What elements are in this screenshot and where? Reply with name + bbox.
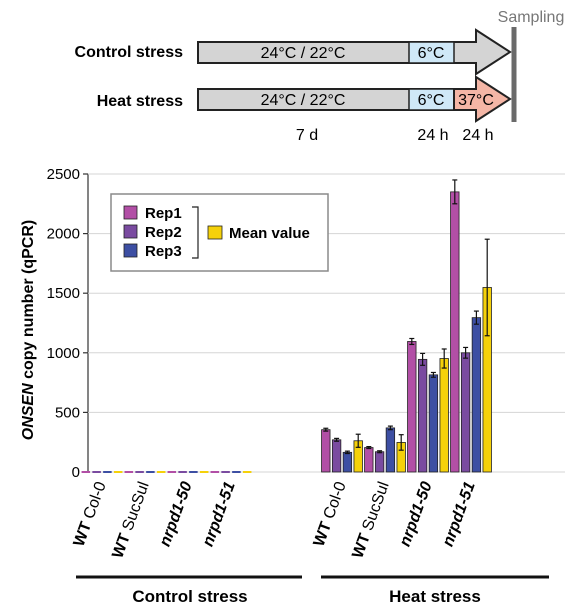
legend-label-1: Rep2 <box>145 224 182 241</box>
group-label-heat: Heat stress <box>389 587 481 606</box>
control-phase2-box <box>408 41 455 64</box>
y-tick-label-3: 1500 <box>47 285 80 302</box>
x-tick-label-2: nrpd1-50 <box>157 479 196 548</box>
legend-swatch-3 <box>207 225 223 240</box>
legend-bracket <box>192 206 199 259</box>
y-tick-label-4: 2000 <box>47 226 80 243</box>
x-tick-label-1: WT SucSul <box>109 480 152 561</box>
bar-rep3-4 <box>342 451 353 473</box>
bar-rep2-4 <box>331 439 342 473</box>
bar-rep3-6 <box>428 374 439 473</box>
heat-phase1-label: 24°C / 22°C <box>261 92 346 109</box>
duration-3: 24 h <box>462 127 493 144</box>
heat-phase2-label: 6°C <box>418 92 445 109</box>
y-tick-label-2: 1000 <box>47 345 80 362</box>
bar-rep2-5 <box>374 451 385 473</box>
bars <box>81 179 492 473</box>
bar-rep3-7 <box>471 317 482 473</box>
x-tick-label-5: WT SucSul <box>349 480 392 561</box>
legend: Rep1 Rep2 Rep3 Mean value <box>110 193 329 272</box>
y-tick-label-1: 500 <box>55 404 80 421</box>
heat-arrow-head <box>453 75 512 123</box>
control-phase1-label: 24°C / 22°C <box>261 45 346 62</box>
bar-mean-value-6 <box>439 358 449 473</box>
legend-label-0: Rep1 <box>145 205 182 222</box>
x-tick-label-7: nrpd1-51 <box>440 479 479 548</box>
group-label-control: Control stress <box>132 587 247 606</box>
legend-swatch-0 <box>123 205 138 220</box>
duration-2: 24 h <box>417 127 448 144</box>
heat-row-label: Heat stress <box>97 93 183 110</box>
bar-rep1-7 <box>450 191 460 473</box>
x-tick-label-3: nrpd1-51 <box>200 479 239 548</box>
bar-chart: ONSEN copy number (qPCR) 0 500 1000 1500 200… <box>20 166 565 606</box>
y-axis-title: ONSEN copy number (qPCR) <box>20 220 37 440</box>
bar-rep2-7 <box>460 352 471 473</box>
x-tick-label-4: WT Col-0 <box>311 479 350 548</box>
legend-swatch-2 <box>123 243 138 258</box>
control-row-label: Control stress <box>75 44 184 61</box>
legend-label-2: Rep3 <box>145 243 182 260</box>
control-arrow <box>197 28 512 76</box>
sampling-label: Sampling <box>498 9 565 26</box>
legend-label-3: Mean value <box>229 225 310 242</box>
x-tick-label-0: WT Col-0 <box>71 479 110 548</box>
heat-phase3-label: 37°C <box>458 92 494 109</box>
y-tick-label-5: 2500 <box>47 166 80 183</box>
legend-swatch-1 <box>123 224 138 239</box>
bar-rep2-6 <box>417 358 428 473</box>
group-labels: Control stress Heat stress <box>76 575 549 606</box>
schematic: Sampling Control stress 24°C / 22°C 6°C … <box>75 9 565 144</box>
x-tick-label-6: nrpd1-50 <box>397 479 436 548</box>
y-tick-label-0: 0 <box>72 464 80 481</box>
bar-rep3-5 <box>385 427 396 473</box>
control-phase2-label: 6°C <box>418 45 445 62</box>
bar-rep1-5 <box>364 447 374 473</box>
bar-rep1-6 <box>407 341 417 473</box>
x-tick-labels: WT Col-0WT SucSul nrpd1-50 nrpd1-51 WT Col-… <box>71 479 479 560</box>
duration-1: 7 d <box>296 127 318 144</box>
bar-rep1-4 <box>321 429 331 473</box>
